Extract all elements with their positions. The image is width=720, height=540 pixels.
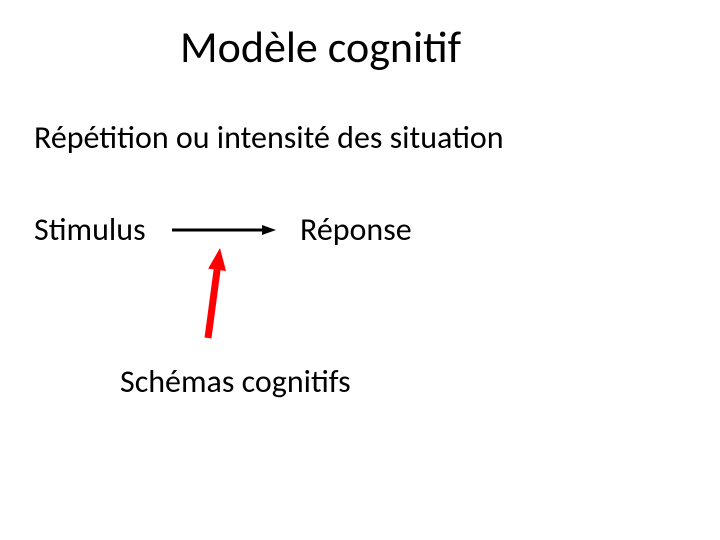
label-reponse: Réponse bbox=[300, 210, 412, 249]
slide-subtitle: Répétition ou intensité des situation bbox=[34, 118, 504, 157]
arrow-schemas-to-link bbox=[208, 248, 226, 338]
label-stimulus: Stimulus bbox=[34, 210, 146, 249]
label-schemas: Schémas cognitifs bbox=[120, 362, 351, 401]
slide-title: Modèle cognitif bbox=[180, 20, 461, 74]
slide: Modèle cognitif Répétition ou intensité … bbox=[0, 0, 720, 540]
diagram-arrows bbox=[0, 0, 720, 540]
arrow-stimulus-to-reponse bbox=[172, 225, 276, 235]
